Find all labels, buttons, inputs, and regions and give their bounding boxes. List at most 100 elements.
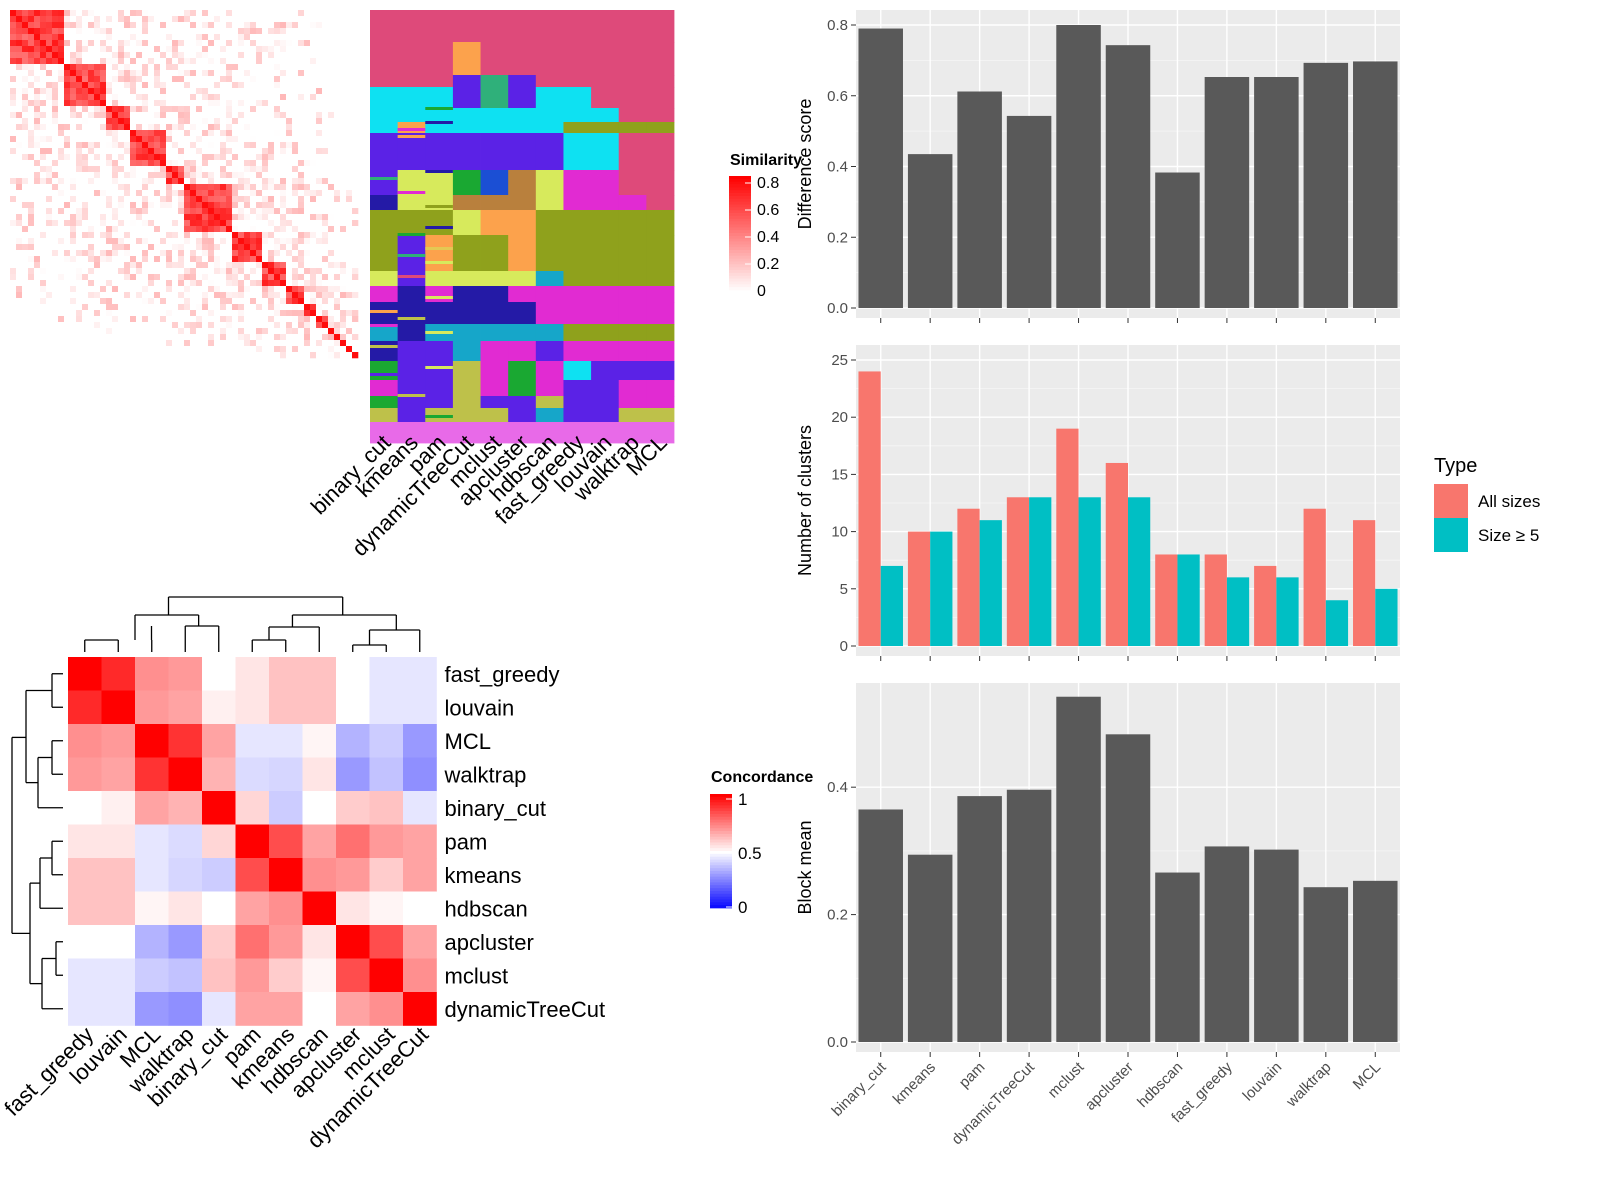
similarity-cell bbox=[280, 52, 287, 59]
similarity-cell bbox=[196, 64, 203, 71]
similarity-cell bbox=[190, 274, 197, 281]
similarity-cell bbox=[214, 46, 221, 53]
similarity-cell bbox=[184, 142, 191, 149]
similarity-cell bbox=[124, 40, 131, 47]
similarity-cell bbox=[136, 202, 143, 209]
legend-gradient-step bbox=[710, 822, 732, 826]
similarity-cell bbox=[76, 232, 83, 239]
similarity-cell bbox=[100, 16, 107, 23]
similarity-cell bbox=[148, 52, 155, 59]
similarity-cell bbox=[208, 226, 215, 233]
similarity-cell bbox=[268, 334, 275, 341]
similarity-cell bbox=[184, 220, 191, 227]
similarity-cell bbox=[124, 226, 131, 233]
similarity-cell bbox=[202, 40, 209, 47]
similarity-cell bbox=[220, 148, 227, 155]
similarity-cell bbox=[52, 82, 59, 89]
similarity-cell bbox=[88, 208, 95, 215]
assignment-cell bbox=[646, 75, 675, 88]
similarity-cell bbox=[286, 172, 293, 179]
similarity-cell bbox=[250, 256, 257, 263]
similarity-cell bbox=[268, 292, 275, 299]
similarity-cell bbox=[340, 262, 347, 269]
similarity-cell bbox=[262, 22, 269, 29]
similarity-cell bbox=[82, 202, 89, 209]
similarity-cell bbox=[256, 256, 263, 263]
similarity-cell bbox=[148, 298, 155, 305]
similarity-cell bbox=[64, 232, 71, 239]
similarity-cell bbox=[346, 136, 353, 143]
similarity-cell bbox=[208, 124, 215, 131]
legend-gradient-step bbox=[710, 808, 732, 812]
similarity-cell bbox=[76, 118, 83, 125]
similarity-cell bbox=[256, 64, 263, 71]
similarity-cell bbox=[238, 22, 245, 29]
concordance-cell bbox=[101, 925, 136, 959]
similarity-cell bbox=[274, 16, 281, 23]
similarity-cell bbox=[16, 154, 23, 161]
similarity-cell bbox=[82, 196, 89, 203]
bar-all-sizes bbox=[858, 371, 881, 646]
similarity-cell bbox=[184, 196, 191, 203]
similarity-cell bbox=[136, 244, 143, 251]
similarity-cell bbox=[226, 220, 233, 227]
similarity-cell bbox=[208, 298, 215, 305]
concordance-cell bbox=[336, 925, 370, 959]
similarity-cell bbox=[334, 220, 341, 227]
concordance-cell bbox=[336, 724, 370, 758]
similarity-cell bbox=[166, 76, 173, 83]
concordance-cell bbox=[235, 958, 270, 993]
similarity-cell bbox=[280, 298, 287, 305]
legend-gradient-step bbox=[710, 862, 732, 866]
assignment-cell bbox=[370, 170, 399, 196]
similarity-cell bbox=[226, 190, 233, 197]
similarity-cell bbox=[88, 226, 95, 233]
similarity-cell bbox=[172, 148, 179, 155]
similarity-cell bbox=[274, 334, 281, 341]
similarity-cell bbox=[118, 184, 125, 191]
similarity-cell bbox=[310, 232, 317, 239]
similarity-cell bbox=[226, 70, 233, 77]
similarity-cell bbox=[10, 298, 17, 305]
similarity-cell bbox=[208, 334, 215, 341]
similarity-cell bbox=[16, 172, 23, 179]
assignment-cell bbox=[452, 42, 481, 76]
assignment-cell bbox=[646, 87, 675, 109]
similarity-cell bbox=[256, 46, 263, 53]
similarity-cell bbox=[172, 124, 179, 131]
similarity-cell bbox=[136, 208, 143, 215]
similarity-cell bbox=[70, 34, 77, 41]
similarity-cell bbox=[286, 352, 293, 359]
similarity-cell bbox=[34, 160, 41, 167]
similarity-cell bbox=[160, 16, 167, 23]
similarity-cell bbox=[190, 256, 197, 263]
similarity-cell bbox=[28, 238, 35, 245]
similarity-cell bbox=[130, 256, 137, 263]
similarity-cell bbox=[268, 214, 275, 221]
similarity-cell bbox=[88, 214, 95, 221]
similarity-cell bbox=[40, 166, 47, 173]
similarity-cell bbox=[154, 226, 161, 233]
similarity-cell bbox=[154, 154, 161, 161]
assignment-cell bbox=[563, 422, 592, 444]
legend-gradient-step bbox=[710, 876, 732, 880]
assignment-cell bbox=[452, 271, 481, 287]
assignment-cell bbox=[563, 42, 592, 76]
similarity-cell bbox=[322, 190, 329, 197]
similarity-cell bbox=[190, 280, 197, 287]
similarity-cell bbox=[94, 214, 101, 221]
similarity-cell bbox=[190, 340, 197, 347]
assignment-cell bbox=[397, 396, 426, 409]
similarity-cell bbox=[106, 58, 113, 65]
similarity-cell bbox=[58, 208, 65, 215]
concordance-cell bbox=[168, 958, 203, 993]
assignment-cell bbox=[480, 422, 509, 444]
similarity-cell bbox=[58, 340, 65, 347]
similarity-cell bbox=[232, 202, 239, 209]
similarity-cell bbox=[250, 148, 257, 155]
legend-gradient-step bbox=[729, 178, 751, 183]
similarity-cell bbox=[196, 328, 203, 335]
concordance-cell bbox=[403, 891, 437, 926]
similarity-cell bbox=[322, 76, 329, 83]
similarity-cell bbox=[106, 346, 113, 353]
